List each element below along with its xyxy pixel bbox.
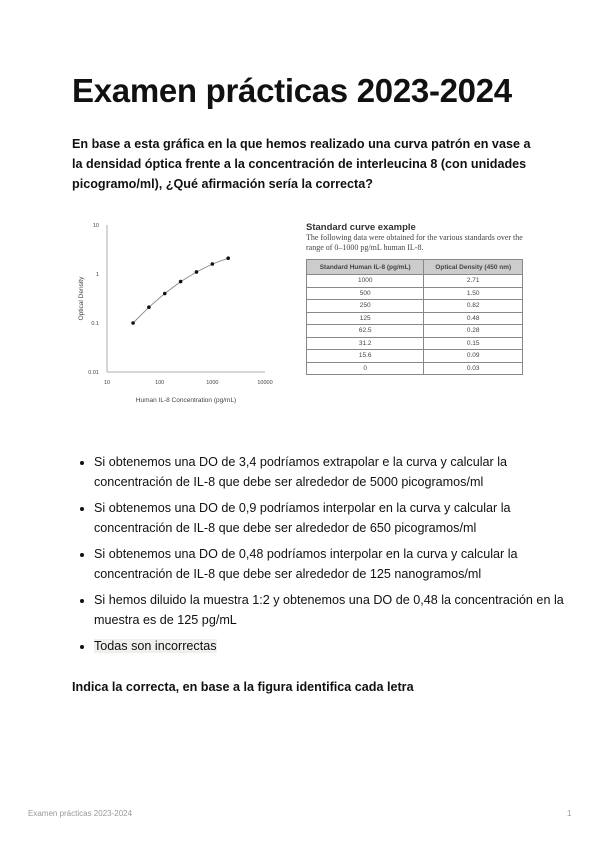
table-header: Optical Density (450 nm) bbox=[423, 259, 523, 275]
data-point bbox=[178, 279, 183, 284]
table-row: 250 0.82 bbox=[305, 299, 523, 313]
standard-curve-chart: 10 100 1000 10000 0.01 0.1 1 10 Human IL-8 Conce… bbox=[78, 223, 273, 404]
cell: 31.2 bbox=[305, 336, 425, 350]
option-c: Si obtenemos una DO de 0,48 podríamos in… bbox=[94, 544, 564, 584]
option-d: Si hemos diluido la muestra 1:2 y obtene… bbox=[94, 590, 564, 630]
cell: 2.71 bbox=[423, 274, 523, 288]
x-axis-label: Human IL-8 Concentration (pg/mL) bbox=[136, 397, 236, 404]
table-row: 31.2 0.15 bbox=[305, 336, 523, 350]
x-tick-label: 10000 bbox=[257, 380, 272, 386]
question-2-text: Indica la correcta, en base a la figura … bbox=[72, 680, 414, 694]
cell: 15.6 bbox=[305, 349, 425, 363]
table-row: 15.6 0.09 bbox=[305, 349, 523, 363]
cell: 0.82 bbox=[423, 299, 523, 313]
x-tick-label: 100 bbox=[155, 380, 164, 386]
table-header: Standard Human IL-8 (pg/mL) bbox=[305, 259, 425, 275]
table-row: 62.5 0.28 bbox=[305, 324, 523, 338]
data-point bbox=[210, 262, 215, 266]
cell: 0 bbox=[305, 361, 425, 375]
y-tick-label: 0.01 bbox=[88, 370, 99, 376]
cell: 0.03 bbox=[423, 361, 523, 375]
standard-curve-table: Standard Human IL-8 (pg/mL) Optical Dens… bbox=[305, 259, 523, 375]
table-row: 0 0.03 bbox=[305, 361, 523, 375]
cell: 0.09 bbox=[423, 349, 523, 363]
x-tick-label: 10 bbox=[104, 380, 110, 386]
cell: 0.28 bbox=[423, 324, 523, 338]
option-e: Todas son incorrectas bbox=[94, 636, 564, 656]
data-point bbox=[226, 256, 230, 261]
cell: 0.15 bbox=[423, 336, 523, 350]
question-text: En base a esta gráfica en la que hemos r… bbox=[72, 137, 531, 191]
table-title: Standard curve example bbox=[306, 222, 416, 233]
option-a: Si obtenemos una DO de 3,4 podríamos ext… bbox=[94, 452, 564, 492]
standard-curve-table-figure: Standard curve example The following dat… bbox=[305, 222, 526, 375]
answer-options: Si obtenemos una DO de 3,4 podríamos ext… bbox=[72, 452, 564, 662]
data-point bbox=[162, 291, 167, 296]
table-row: 125 0.48 bbox=[305, 311, 523, 325]
page-number: 1 bbox=[567, 809, 572, 818]
option-b: Si obtenemos una DO de 0,9 podríamos int… bbox=[94, 498, 564, 538]
cell: 62.5 bbox=[305, 324, 425, 338]
data-point bbox=[131, 321, 135, 325]
data-point bbox=[194, 270, 199, 274]
footer-text: Examen prácticas 2023-2024 bbox=[28, 809, 133, 818]
cell: 1000 bbox=[305, 274, 425, 288]
cell: 125 bbox=[305, 311, 425, 325]
cell: 250 bbox=[305, 299, 425, 313]
y-axis-label: Optical Density bbox=[78, 276, 85, 320]
x-tick-label: 1000 bbox=[206, 380, 218, 386]
cell: 500 bbox=[305, 286, 425, 300]
data-point bbox=[147, 305, 151, 310]
cell: 1.50 bbox=[423, 286, 523, 300]
table-description: The following data were obtained for the… bbox=[306, 233, 523, 252]
y-tick-label: 0.1 bbox=[91, 321, 99, 327]
y-tick-label: 1 bbox=[96, 272, 99, 278]
table-row: 1000 2.71 bbox=[305, 274, 523, 288]
y-tick-label: 10 bbox=[93, 223, 99, 229]
curve-line bbox=[132, 257, 229, 324]
cell: 0.48 bbox=[423, 311, 523, 325]
table-row: 500 1.50 bbox=[305, 286, 523, 300]
page-title: Examen prácticas 2023-2024 bbox=[72, 72, 512, 109]
option-e-text: Todas son incorrectas bbox=[94, 639, 217, 653]
